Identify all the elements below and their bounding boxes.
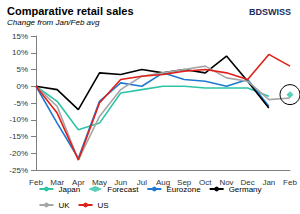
svg-text:-25%: -25% [9,166,28,175]
svg-text:May: May [92,178,107,187]
svg-text:Comparative retail sales: Comparative retail sales [7,5,134,17]
svg-text:Dec: Dec [240,177,255,187]
svg-text:Feb: Feb [283,178,297,187]
svg-text:10%: 10% [12,48,28,57]
svg-text:Apr: Apr [72,177,85,187]
svg-text:Aug: Aug [155,177,171,187]
svg-text:US: US [98,201,109,210]
svg-text:5%: 5% [16,65,28,74]
svg-text:15%: 15% [12,32,28,41]
svg-text:-5%: -5% [14,99,28,108]
svg-text:Jun: Jun [114,177,128,187]
svg-text:Jan: Jan [262,178,275,187]
svg-text:-10%: -10% [9,115,28,124]
svg-text:Sep: Sep [177,177,192,187]
svg-text:Nov: Nov [219,177,234,187]
svg-text:Mar: Mar [50,177,65,187]
svg-text:UK: UK [58,201,70,210]
svg-text:Jul: Jul [136,177,147,187]
svg-text:Forecast: Forecast [107,185,139,194]
svg-text:Feb: Feb [29,178,43,187]
svg-text:Oct: Oct [199,178,212,187]
svg-text:BDSWISS: BDSWISS [249,7,291,17]
svg-text:Eurozone: Eurozone [166,185,201,194]
svg-text:Germany: Germany [229,185,262,194]
svg-text:0%: 0% [16,82,28,91]
svg-text:Japan: Japan [58,185,80,194]
svg-text:-20%: -20% [9,149,28,158]
svg-text:Change from Jan/Feb avg: Change from Jan/Feb avg [7,18,100,27]
svg-text:-15%: -15% [9,132,28,141]
